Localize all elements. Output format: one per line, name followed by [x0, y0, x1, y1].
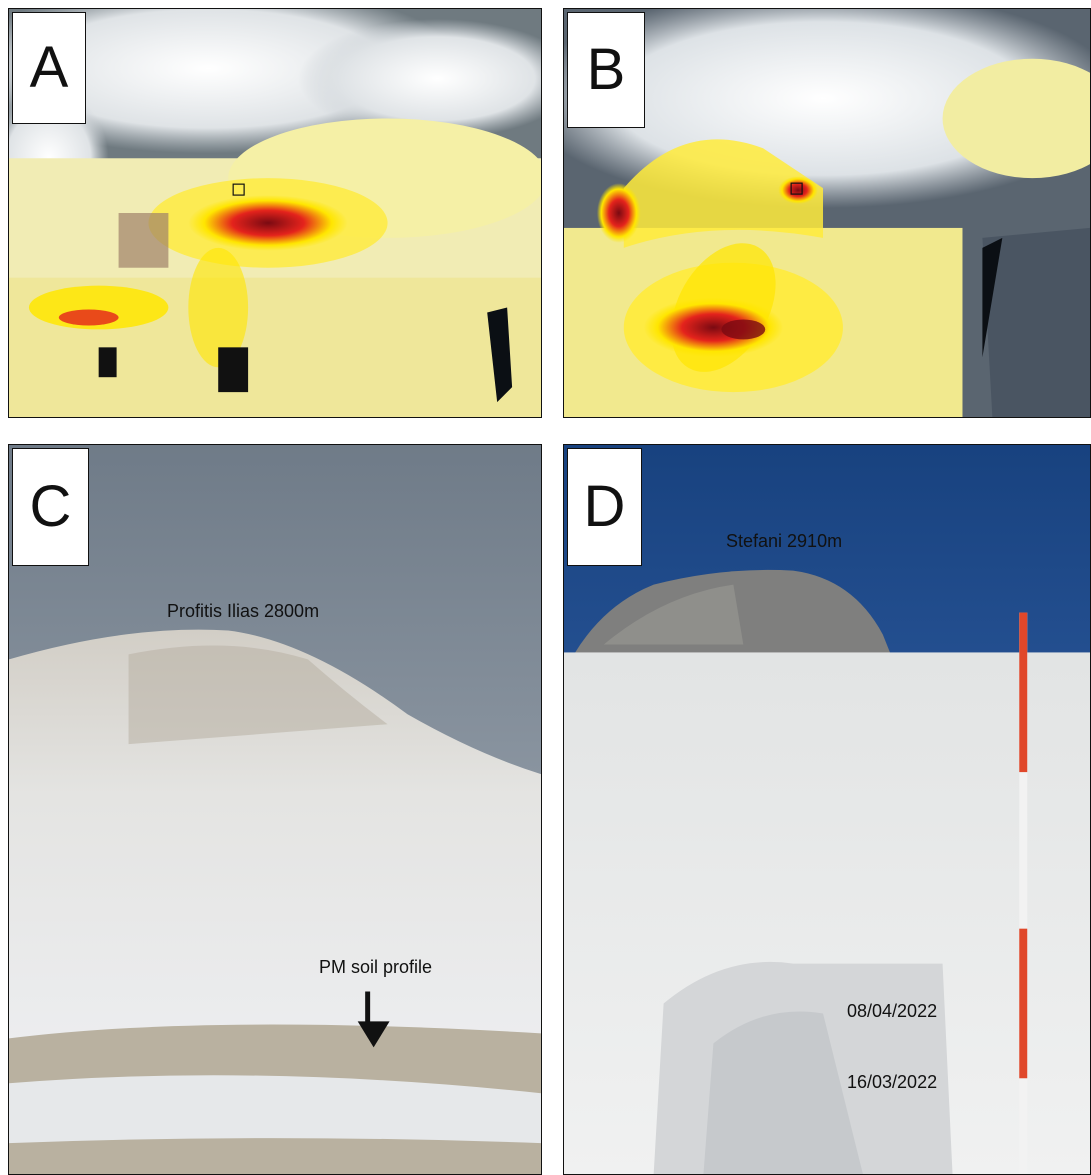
panel-d-label: D: [567, 448, 642, 566]
summit-label-stefani: Stefani 2910m: [726, 531, 843, 551]
panel-a-satellite-map: A: [8, 8, 542, 418]
snow-pit-photo-d: [564, 445, 1090, 1174]
panel-c-photo-profitis-ilias: C Profitis Ilias 2800m PM soil profile: [8, 444, 542, 1175]
measuring-pole: [1019, 612, 1028, 1174]
study-site-marker-b: [790, 182, 803, 195]
panel-b-label: B: [567, 12, 645, 128]
panel-b-satellite-map: B: [563, 8, 1091, 418]
dust-map-a: [9, 9, 541, 417]
study-site-marker-a: [232, 183, 245, 196]
dust-map-b: [564, 9, 1090, 417]
panel-a-label: A: [12, 12, 86, 124]
panel-c-label: C: [12, 448, 89, 566]
pm-soil-profile-label: PM soil profile: [319, 957, 433, 977]
snow-layer-label-1: 08/04/2022: [847, 1001, 938, 1021]
panel-d-photo-stefani: D Stefani 2910m 08/04/2022 16/03/2022: [563, 444, 1091, 1175]
mountain-photo-c: [9, 445, 541, 1174]
summit-label-profitis-ilias: Profitis Ilias 2800m: [167, 601, 320, 621]
snow-layer-label-2: 16/03/2022: [847, 1072, 938, 1092]
down-arrow-icon: [357, 1021, 390, 1048]
